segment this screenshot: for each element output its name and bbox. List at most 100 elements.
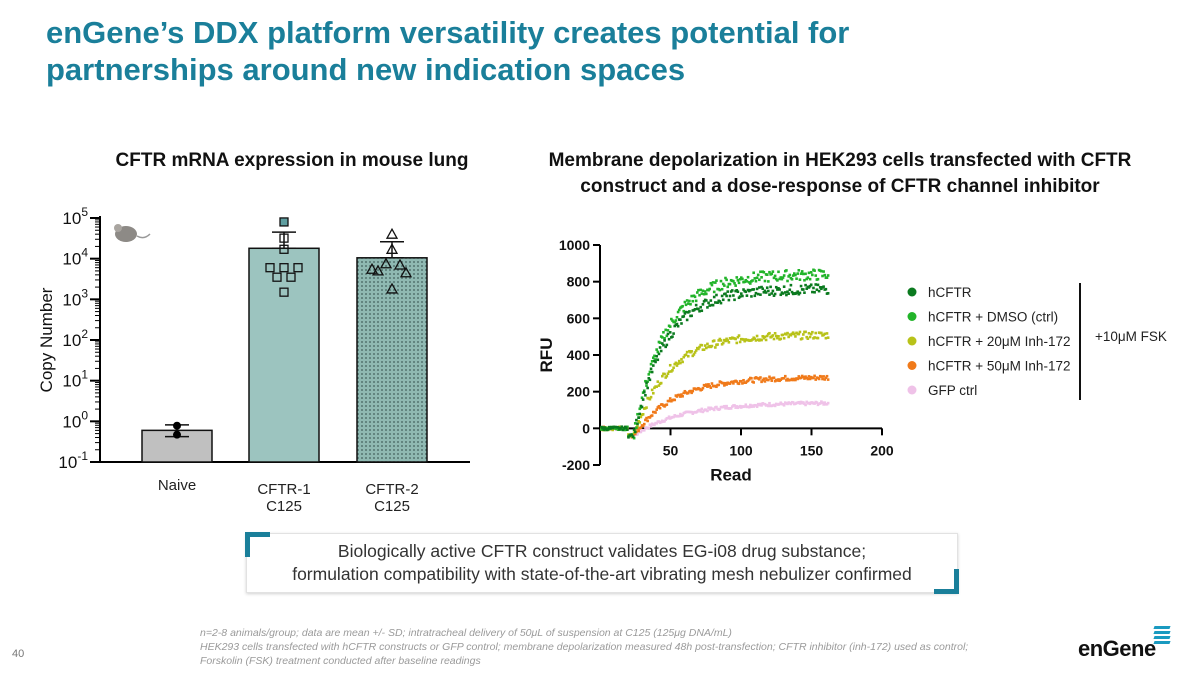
series-point — [818, 286, 822, 289]
series-point — [802, 333, 805, 336]
series-point — [667, 415, 671, 419]
series-point — [653, 423, 656, 427]
series-point — [814, 378, 818, 381]
series-point — [816, 277, 820, 281]
series-point — [710, 344, 714, 348]
series-point — [794, 273, 797, 277]
series-point — [639, 426, 643, 429]
series-point — [805, 400, 809, 404]
y-tick-label: 200 — [567, 384, 591, 400]
data-point — [399, 266, 413, 278]
series-point — [752, 271, 755, 275]
legend-label: hCFTR — [928, 285, 972, 300]
series-point — [645, 381, 648, 385]
series-point — [765, 334, 769, 338]
series-point — [705, 292, 708, 296]
series-point — [709, 299, 713, 302]
series-point — [764, 338, 768, 342]
series-point — [783, 291, 787, 294]
series-point — [820, 375, 823, 378]
series-point — [735, 289, 739, 292]
series-point — [658, 406, 662, 410]
series-point — [787, 335, 790, 339]
series-point — [771, 289, 775, 293]
series-point — [786, 290, 789, 294]
series-point — [782, 403, 786, 407]
series-point — [795, 277, 798, 280]
series-point — [747, 378, 751, 381]
series-point — [768, 401, 771, 405]
series-point — [631, 435, 635, 438]
series-point — [638, 412, 642, 416]
series-point — [720, 294, 724, 298]
series-point — [802, 272, 805, 276]
series-point — [764, 291, 768, 294]
y-tick-label: 100 — [62, 408, 88, 431]
series-point — [698, 345, 701, 349]
series-point — [747, 405, 751, 409]
series-point — [620, 425, 624, 429]
series-point — [745, 280, 749, 283]
series-point — [663, 420, 666, 423]
series-point — [752, 381, 755, 384]
series-point — [649, 367, 653, 371]
series-point — [636, 412, 639, 416]
series-point — [707, 301, 710, 305]
series-point — [649, 395, 653, 399]
series-point — [791, 401, 795, 404]
series-point — [762, 270, 766, 274]
series-point — [712, 408, 716, 412]
series-point — [682, 391, 686, 395]
series-point — [647, 373, 651, 376]
series-point — [744, 403, 748, 407]
series-point — [670, 317, 673, 321]
y-tick-label: 1000 — [559, 237, 590, 253]
y-tick-label: 800 — [567, 274, 591, 290]
series-point — [742, 378, 745, 382]
series-point — [716, 301, 719, 304]
series-point — [708, 287, 711, 291]
series-point — [664, 418, 668, 422]
series-point — [767, 378, 770, 382]
series-point — [642, 428, 646, 432]
series-point — [732, 294, 735, 297]
series-point — [723, 404, 726, 408]
series-point — [804, 283, 807, 287]
series-point — [668, 331, 672, 334]
legend-marker — [907, 361, 917, 370]
series-point — [811, 330, 814, 334]
series-point — [790, 290, 794, 294]
series-point — [658, 341, 662, 344]
series-point — [754, 339, 758, 342]
series-point — [656, 380, 660, 383]
y-axis-label: RFU — [537, 338, 556, 373]
series-point — [742, 338, 745, 341]
series-point — [641, 413, 645, 416]
series-point — [661, 342, 664, 345]
series-point — [743, 405, 746, 408]
data-point — [365, 262, 379, 274]
series-point — [724, 276, 727, 280]
x-tick-label: 100 — [729, 442, 753, 458]
series-point — [690, 350, 693, 353]
series-point — [707, 406, 710, 410]
series-point — [680, 357, 683, 361]
series-point — [738, 404, 742, 408]
series-point — [808, 335, 812, 339]
series-point — [717, 339, 721, 342]
series-point — [790, 277, 794, 281]
series-point — [676, 310, 680, 314]
series-point — [806, 337, 810, 340]
y-tick-label: -200 — [562, 457, 590, 473]
series-point — [732, 279, 735, 283]
series-point — [794, 335, 797, 338]
series-point — [710, 283, 714, 287]
series-point — [739, 379, 743, 383]
series-point — [756, 273, 760, 277]
series-point — [728, 382, 732, 385]
series-point — [814, 283, 818, 286]
series-point — [761, 335, 765, 338]
series-point — [664, 328, 668, 332]
data-point — [385, 282, 399, 294]
series-point — [786, 402, 789, 406]
